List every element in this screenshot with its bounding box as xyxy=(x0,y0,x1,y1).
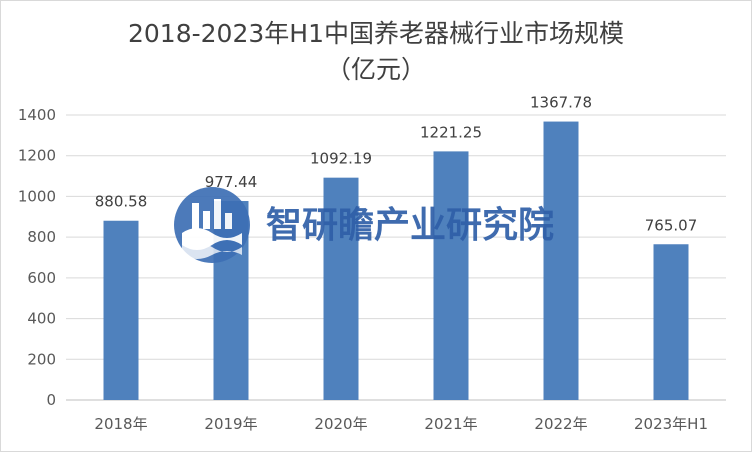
y-tick-label: 800 xyxy=(27,228,56,246)
x-tick-label: 2021年 xyxy=(424,415,477,433)
data-label: 880.58 xyxy=(95,193,148,211)
x-tick-label: 2019年 xyxy=(204,415,257,433)
gridlines xyxy=(66,114,726,401)
data-label: 977.44 xyxy=(205,173,258,191)
x-tick-label: 2022年 xyxy=(534,415,587,433)
bar xyxy=(543,121,579,400)
y-tick-label: 0 xyxy=(46,391,56,409)
bar xyxy=(323,177,359,400)
bar xyxy=(653,244,689,400)
y-tick-label: 600 xyxy=(27,269,56,287)
x-tick-label: 2018年 xyxy=(94,415,147,433)
data-label: 1092.19 xyxy=(310,150,372,168)
bars xyxy=(103,121,689,400)
y-axis-ticks: 0 200 400 600 800 1000 1200 1400 xyxy=(18,106,56,409)
watermark-text: 智研瞻产业研究院 xyxy=(266,205,554,246)
y-tick-label: 1200 xyxy=(18,147,56,165)
data-label: 1367.78 xyxy=(530,94,592,112)
y-tick-label: 200 xyxy=(27,350,56,368)
watermark: 智研瞻产业研究院 xyxy=(174,187,554,263)
chart-title: 2018-2023年H1中国养老器械行业市场规模 xyxy=(128,19,624,48)
data-label: 1221.25 xyxy=(420,123,482,141)
y-tick-label: 400 xyxy=(27,310,56,328)
y-tick-label: 1400 xyxy=(18,106,56,124)
x-tick-label: 2023年H1 xyxy=(634,415,708,433)
bar xyxy=(103,220,139,400)
chart-unit: （亿元） xyxy=(325,55,426,84)
x-axis-ticks: 2018年 2019年 2020年 2021年 2022年 2023年H1 xyxy=(94,415,708,433)
y-tick-label: 1000 xyxy=(18,187,56,205)
x-tick-label: 2020年 xyxy=(314,415,367,433)
watermark-logo-icon xyxy=(174,187,250,263)
bar xyxy=(433,151,469,400)
data-labels: 880.58 977.44 1092.19 1221.25 1367.78 765.07 xyxy=(95,94,698,235)
data-label: 765.07 xyxy=(645,216,698,234)
